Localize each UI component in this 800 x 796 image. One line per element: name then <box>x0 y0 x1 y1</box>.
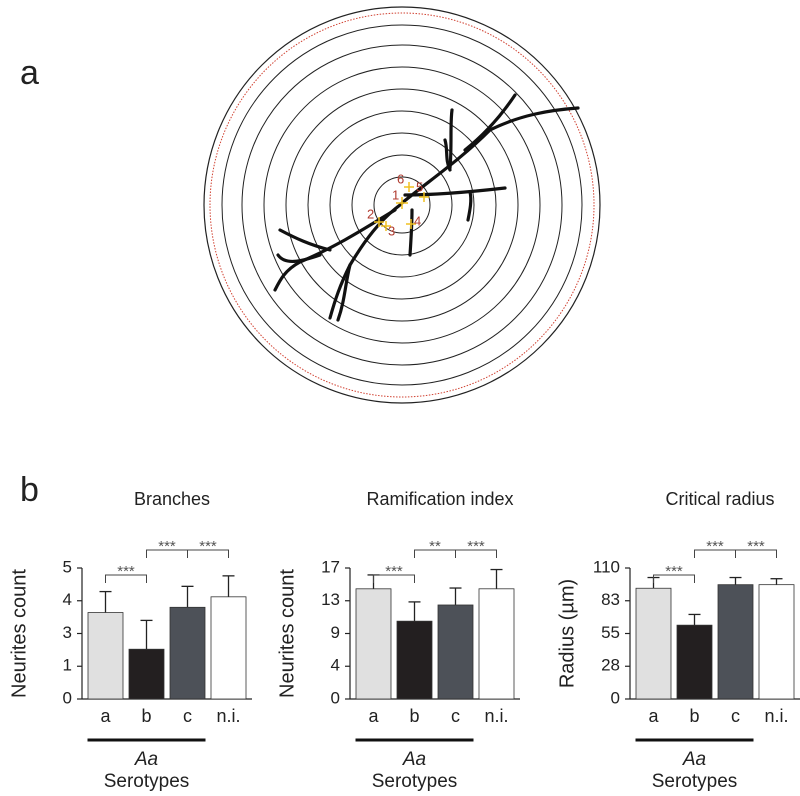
y-tick-label: 55 <box>601 623 620 642</box>
x-tick-label: c <box>183 706 192 726</box>
bar <box>758 584 795 700</box>
panel-label: a <box>20 54 39 92</box>
group-label: Aa <box>402 749 426 770</box>
point-label: 2 <box>367 206 374 221</box>
bar <box>355 588 392 700</box>
y-axis-label: Neurites count <box>8 569 30 698</box>
y-tick-label: 3 <box>63 623 72 642</box>
x-tick-label: a <box>648 706 659 726</box>
x-axis-label: Serotypes <box>104 771 190 792</box>
bar <box>87 612 124 700</box>
significance-label: *** <box>117 563 135 580</box>
significance-bracket <box>735 549 777 558</box>
y-tick-label: 0 <box>331 688 340 707</box>
significance-label: ** <box>429 538 441 555</box>
bar <box>128 648 165 700</box>
bar <box>717 584 754 700</box>
y-axis-label: Radius (µm) <box>556 579 578 688</box>
significance-label: *** <box>158 538 176 555</box>
significance-bracket <box>373 574 415 583</box>
y-tick-label: 1 <box>63 656 72 675</box>
bar <box>437 604 474 700</box>
significance-bracket <box>455 549 497 558</box>
y-tick-label: 110 <box>593 557 620 576</box>
significance-label: *** <box>706 538 724 555</box>
point-label: 4 <box>414 213 421 228</box>
x-tick-label: b <box>141 706 151 726</box>
significance-bracket <box>105 574 147 583</box>
significance-label: *** <box>467 538 485 555</box>
significance-bracket <box>653 574 695 583</box>
chart-title: Ramification index <box>366 489 513 509</box>
x-tick-label: n.i. <box>764 706 788 726</box>
x-tick-label: n.i. <box>216 706 240 726</box>
x-tick-label: a <box>100 706 111 726</box>
x-tick-label: a <box>368 706 379 726</box>
y-tick-label: 9 <box>331 623 340 642</box>
bar <box>169 606 206 700</box>
x-tick-label: c <box>451 706 460 726</box>
significance-label: *** <box>385 563 403 580</box>
x-tick-label: b <box>409 706 419 726</box>
x-axis-label: Serotypes <box>372 771 458 792</box>
y-tick-label: 0 <box>611 688 620 707</box>
bar <box>210 596 247 700</box>
x-tick-label: c <box>731 706 740 726</box>
bar <box>676 624 713 700</box>
panel-label: b <box>20 471 39 509</box>
y-tick-label: 17 <box>321 557 340 576</box>
y-tick-label: 83 <box>601 590 620 609</box>
y-tick-label: 4 <box>63 590 72 609</box>
chart-title: Critical radius <box>665 489 774 509</box>
y-tick-label: 28 <box>601 656 620 675</box>
significance-label: *** <box>665 563 683 580</box>
y-tick-label: 5 <box>63 557 72 576</box>
significance-bracket <box>187 549 229 558</box>
y-tick-label: 4 <box>331 656 340 675</box>
x-tick-label: b <box>689 706 699 726</box>
bar <box>478 588 515 700</box>
point-label: 1 <box>392 187 399 202</box>
y-tick-label: 0 <box>63 688 72 707</box>
point-label: 6 <box>397 171 404 186</box>
bar <box>396 620 433 700</box>
sholl-diagram <box>203 6 601 404</box>
point-label: 3 <box>388 223 395 238</box>
x-axis-label: Serotypes <box>652 771 738 792</box>
group-label: Aa <box>682 749 706 770</box>
bar <box>635 587 672 700</box>
point-label: 5 <box>416 179 423 194</box>
y-tick-label: 13 <box>321 590 340 609</box>
y-axis-label: Neurites count <box>276 569 298 698</box>
significance-label: *** <box>199 538 217 555</box>
chart-title: Branches <box>134 489 210 509</box>
significance-label: *** <box>747 538 765 555</box>
group-label: Aa <box>134 749 158 770</box>
x-tick-label: n.i. <box>484 706 508 726</box>
